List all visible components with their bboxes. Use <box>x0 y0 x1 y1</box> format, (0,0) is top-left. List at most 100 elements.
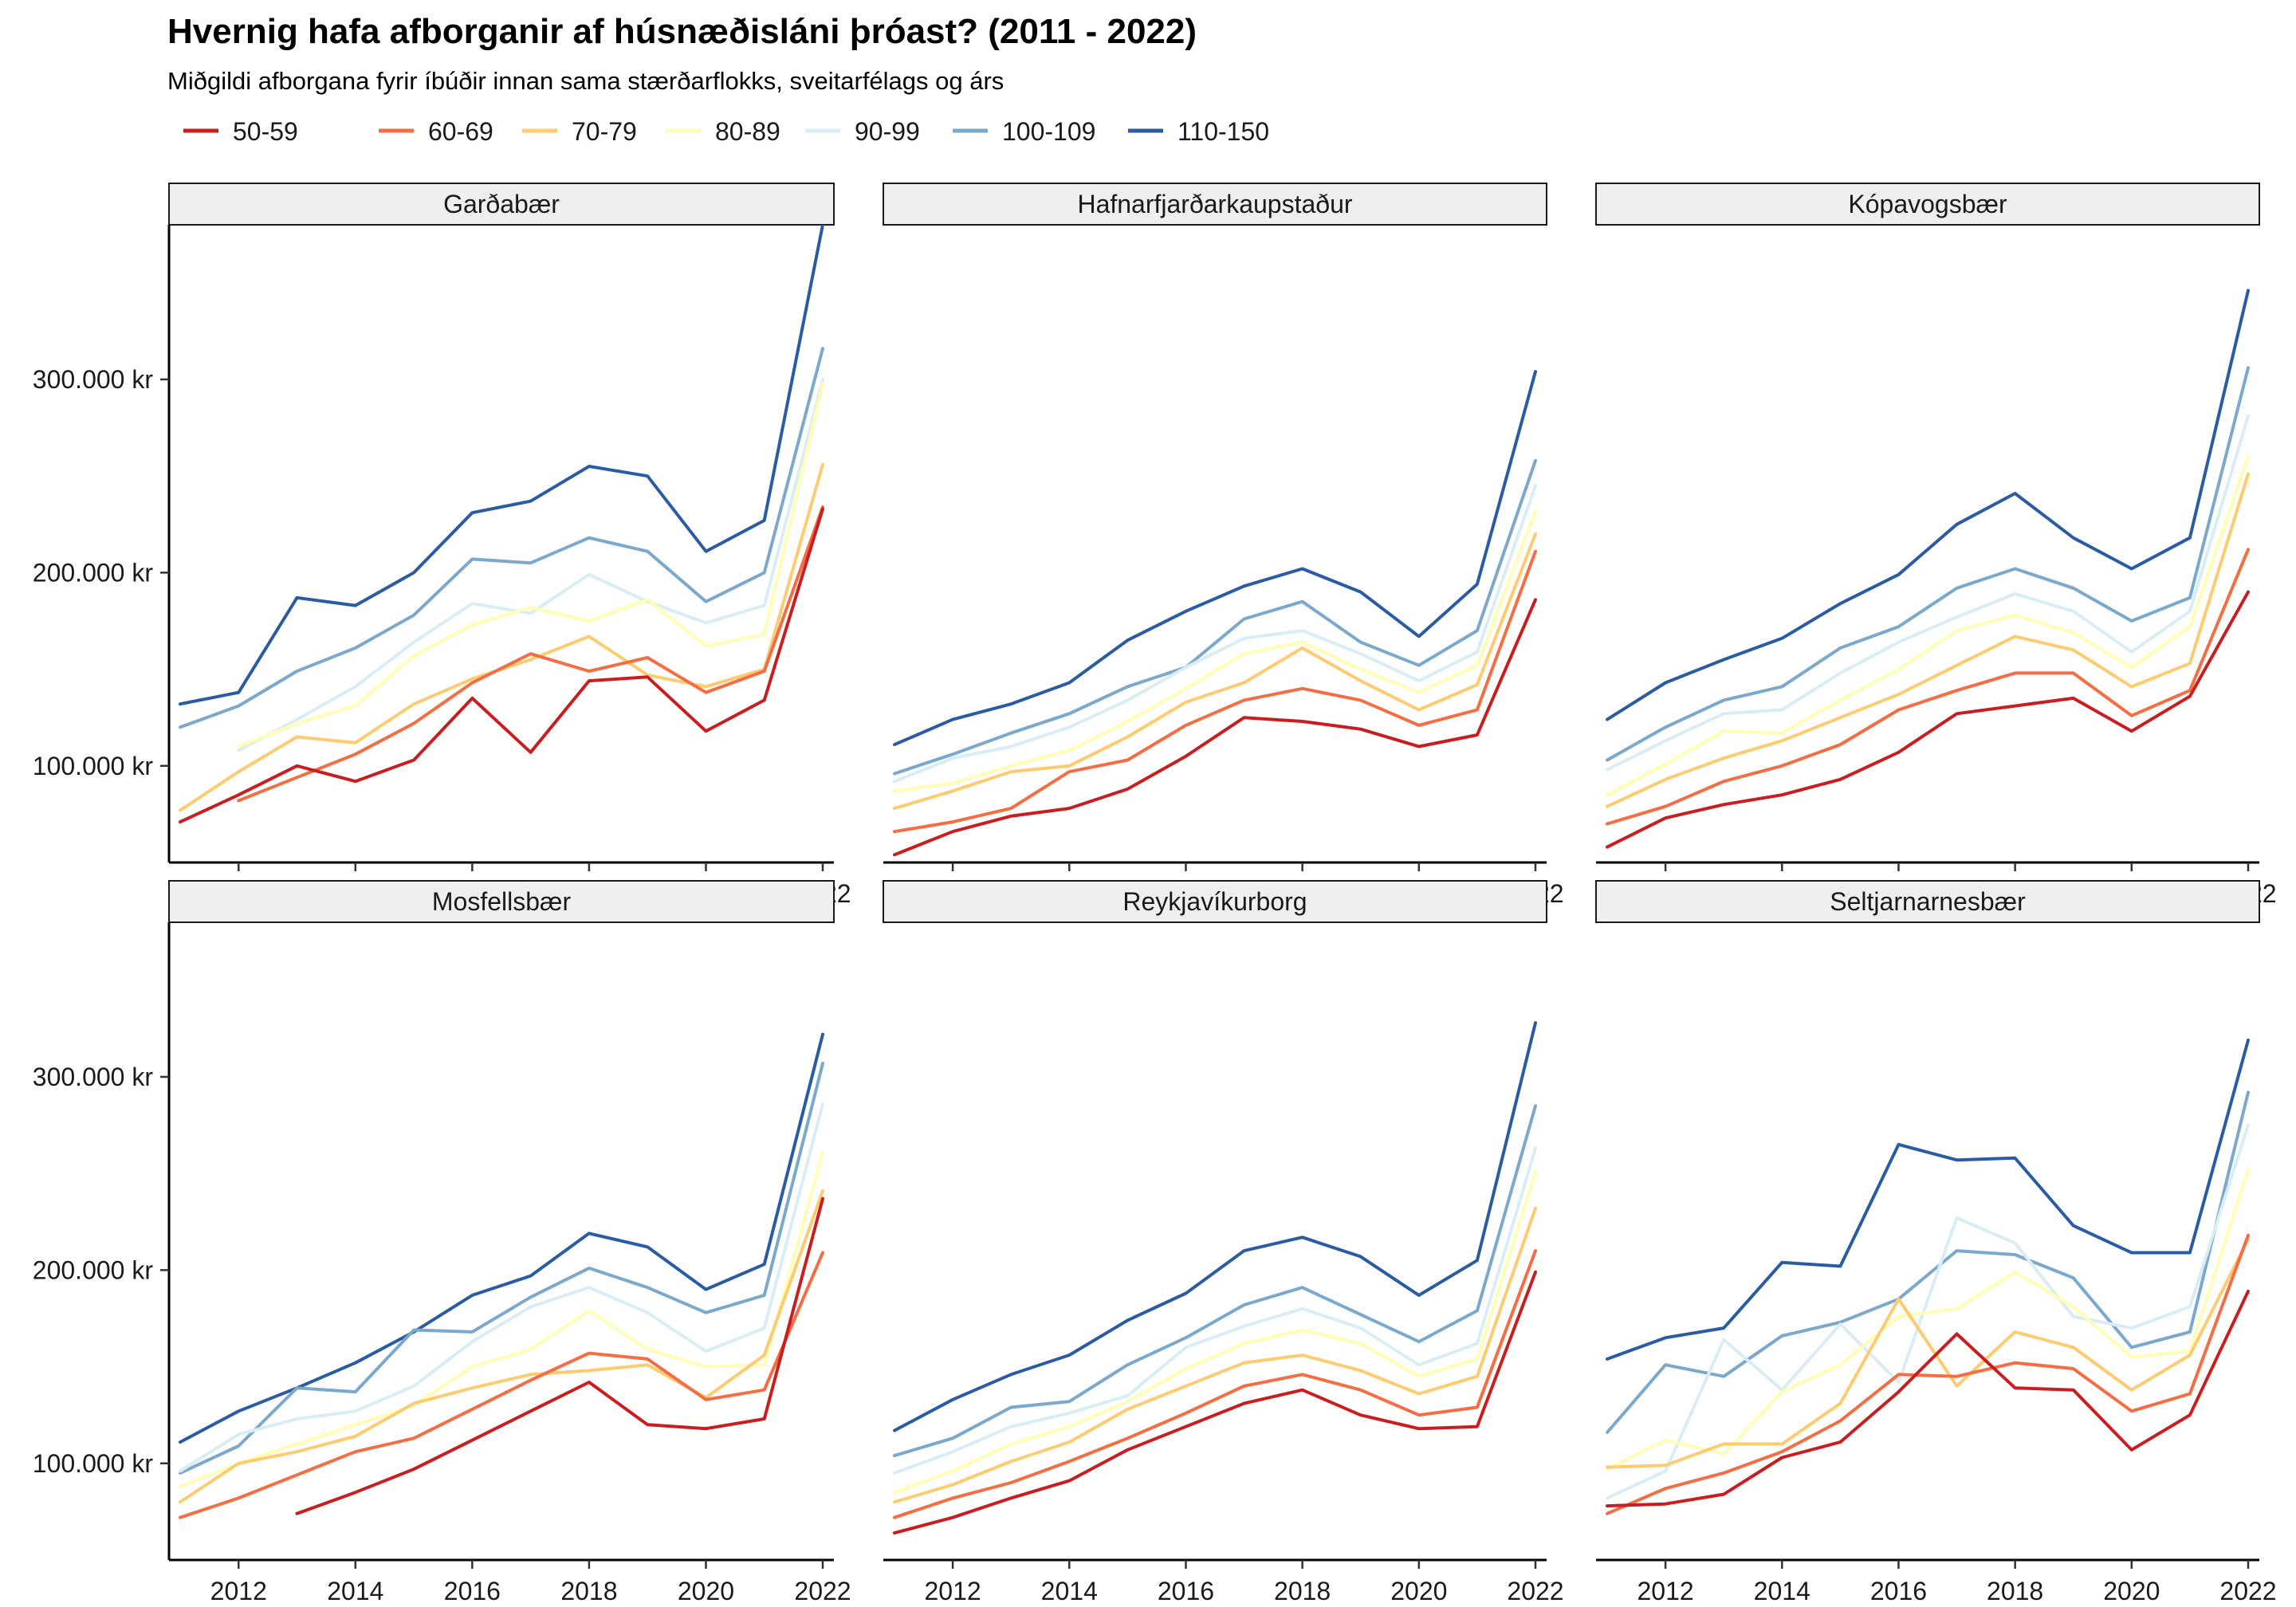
series-line-80-89 <box>237 381 824 748</box>
panel-3: Kópavogsbær201220142016201820202022 <box>1595 183 2277 908</box>
series-line-80-89 <box>179 1150 824 1488</box>
chart-title: Hvernig hafa afborganir af húsnæðisláni … <box>167 12 1197 51</box>
facet-strip <box>883 183 1547 226</box>
series-lines <box>179 1032 824 1519</box>
series-line-60-69 <box>893 1249 1537 1519</box>
series-lines <box>893 1021 1537 1535</box>
y-tick-label: 300.000 kr <box>33 365 154 394</box>
series-line-60-69 <box>237 505 824 803</box>
legend-item-60-69: 60-69 <box>379 117 493 146</box>
x-tick-label: 2018 <box>1274 1577 1331 1605</box>
legend-label: 50-59 <box>233 117 298 146</box>
series-lines <box>893 370 1537 857</box>
series-line-90-99 <box>179 1102 824 1473</box>
x-tick-label: 2022 <box>1507 1577 1563 1605</box>
x-tick-label: 2014 <box>1041 1577 1098 1605</box>
series-line-90-99 <box>1606 415 2250 772</box>
series-line-100-109 <box>1606 1090 2250 1434</box>
x-tick-label: 2012 <box>210 1577 267 1605</box>
series-lines <box>1606 1038 2250 1515</box>
series-line-70-79 <box>1606 1237 2250 1469</box>
series-line-90-99 <box>893 1146 1537 1475</box>
series-line-70-79 <box>893 1206 1537 1504</box>
panel-1: Garðabær201220142016201820202022100.000 … <box>33 183 851 908</box>
x-tick-label: 2014 <box>327 1577 383 1605</box>
x-tick-label: 2022 <box>2219 1577 2276 1605</box>
series-line-70-79 <box>179 1189 824 1504</box>
y-tick-label: 300.000 kr <box>33 1063 154 1091</box>
series-line-50-59 <box>1606 590 2250 849</box>
x-tick-label: 2016 <box>1158 1577 1214 1605</box>
x-tick-label: 2018 <box>560 1577 617 1605</box>
series-line-70-79 <box>893 532 1537 811</box>
legend: 50-59 60-69 70-79 80-89 90-99 100-109 110-150 <box>183 117 1269 146</box>
y-tick-label: 100.000 kr <box>33 1449 154 1478</box>
series-line-70-79 <box>1606 472 2250 808</box>
series-line-60-69 <box>179 1251 824 1519</box>
series-line-60-69 <box>1606 1233 2250 1515</box>
series-line-100-109 <box>893 1104 1537 1458</box>
series-line-80-89 <box>893 509 1537 793</box>
legend-label: 90-99 <box>855 117 920 146</box>
legend-item-110-150: 110-150 <box>1128 117 1269 146</box>
series-line-50-59 <box>893 1270 1537 1535</box>
x-tick-label: 2014 <box>1754 1577 1810 1605</box>
series-line-90-99 <box>237 377 824 752</box>
series-line-90-99 <box>893 484 1537 784</box>
facet-strip <box>168 880 835 923</box>
y-tick-label: 100.000 kr <box>33 752 154 780</box>
panel-2: Hafnarfjarðarkaupstaður20122014201620182… <box>883 183 1564 908</box>
facet-label: Garðabær <box>443 190 560 218</box>
series-line-100-109 <box>179 347 824 729</box>
facet-label: Reykjavíkurborg <box>1122 887 1307 916</box>
series-line-60-69 <box>893 549 1537 834</box>
x-tick-label: 2012 <box>1637 1577 1693 1605</box>
chart-subtitle: Miðgildi afborgana fyrir íbúðir innan sa… <box>167 67 1004 95</box>
series-line-50-59 <box>295 1196 824 1515</box>
legend-label: 80-89 <box>715 117 780 146</box>
legend-label: 60-69 <box>428 117 493 146</box>
facet-label: Kópavogsbær <box>1848 190 2007 218</box>
x-tick-label: 2012 <box>924 1577 981 1605</box>
panel-6: Seltjarnarnesbær 2012 2014 2016 2018 2020 2022 <box>1595 880 2277 1605</box>
series-line-100-109 <box>1606 366 2250 762</box>
series-line-50-59 <box>893 598 1537 857</box>
facet-panels: Garðabær 2012 2014 2016 2018 2020 2022 100.000 … <box>33 183 2277 1605</box>
y-tick-label: 200.000 kr <box>33 1255 154 1284</box>
facet-label: Mosfellsbær <box>432 887 572 916</box>
series-line-110-150 <box>179 225 824 706</box>
y-tick-label: 200.000 kr <box>33 558 154 587</box>
series-line-110-150 <box>1606 1038 2250 1361</box>
series-line-50-59 <box>179 507 824 824</box>
legend-item-50-59: 50-59 <box>183 117 298 146</box>
series-line-50-59 <box>1606 1290 2250 1508</box>
series-line-110-150 <box>893 1021 1537 1432</box>
x-tick-label: 2020 <box>1390 1577 1447 1605</box>
x-tick-label: 2020 <box>678 1577 734 1605</box>
facet-label: Seltjarnarnesbær <box>1830 887 2026 916</box>
legend-label: 100-109 <box>1002 117 1095 146</box>
facet-strip <box>1595 183 2260 226</box>
panel-5: Reykjavíkurborg 2012 2014 2016 2018 2020 2022 <box>883 880 1564 1605</box>
legend-label: 110-150 <box>1177 117 1269 146</box>
facet-label: Hafnarfjarðarkaupstaður <box>1077 190 1352 218</box>
series-lines <box>179 225 824 824</box>
series-line-100-109 <box>179 1062 824 1475</box>
x-tick-label: 2018 <box>1987 1577 2043 1605</box>
x-tick-label: 2020 <box>2103 1577 2160 1605</box>
legend-label: 70-79 <box>572 117 637 146</box>
series-line-100-109 <box>893 458 1537 776</box>
series-line-80-89 <box>1606 454 2250 797</box>
x-tick-label: 2016 <box>1870 1577 1927 1605</box>
series-lines <box>1606 289 2250 849</box>
panel-4: Mosfellsbær 2012 2014 2016 2018 2020 2022 100.0… <box>33 880 851 1605</box>
series-line-110-150 <box>1606 289 2250 721</box>
facet-strip <box>1595 880 2260 923</box>
series-line-90-99 <box>1606 1123 2250 1500</box>
x-tick-label: 2016 <box>444 1577 501 1605</box>
series-line-80-89 <box>893 1169 1537 1495</box>
series-line-60-69 <box>1606 548 2250 826</box>
legend-item-90-99: 90-99 <box>805 117 920 146</box>
series-line-110-150 <box>179 1032 824 1444</box>
